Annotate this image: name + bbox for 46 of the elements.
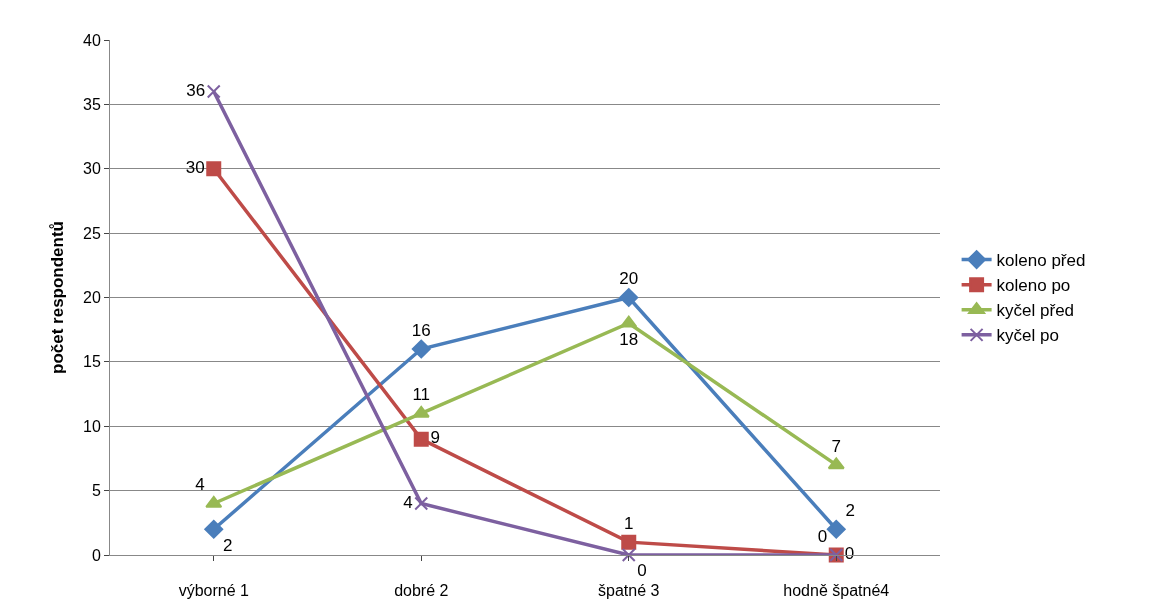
data-label: 16 (411, 320, 431, 340)
point (206, 84, 221, 99)
point (619, 288, 639, 307)
data-label: 30 (185, 158, 205, 177)
y-tick-label: 30 (83, 160, 101, 178)
data-label: 9 (430, 428, 440, 448)
legend-label: koleno po (996, 276, 1071, 296)
point (827, 457, 845, 470)
y-tick-label: 20 (83, 289, 101, 307)
legend-label: kyčel před (996, 301, 1075, 321)
point (413, 431, 429, 447)
point (826, 519, 846, 539)
legend-label: kyčel po (996, 326, 1059, 346)
point (621, 534, 637, 550)
data-label: 2 (222, 536, 233, 556)
y-tick-label: 40 (83, 31, 101, 49)
data-label: 36 (186, 80, 206, 100)
data-label: 18 (619, 330, 639, 350)
x-tick-label: špatné 3 (598, 582, 660, 600)
legend-label: koleno před (996, 251, 1086, 271)
y-axis-title: počet respondentů (47, 220, 67, 375)
data-label: 7 (831, 436, 841, 456)
data-label: 11 (412, 385, 431, 405)
point (620, 315, 638, 328)
point (411, 339, 431, 359)
point (412, 405, 430, 418)
data-label: 2 (845, 500, 855, 520)
data-label: 0 (637, 561, 647, 581)
y-tick-label: 15 (83, 353, 101, 371)
y-tick-label: 25 (83, 224, 101, 242)
point (414, 496, 429, 511)
x-tick-label: dobré 2 (394, 582, 449, 600)
data-label: 20 (619, 269, 639, 289)
data-label: 1 (624, 513, 634, 533)
x-tick-label: hodně špatné4 (783, 582, 890, 600)
point (621, 548, 636, 562)
point (204, 519, 224, 539)
data-label: 0 (817, 526, 828, 546)
y-tick-label: 0 (91, 546, 101, 564)
x-tick-label: výborné 1 (178, 582, 249, 600)
point (206, 161, 222, 177)
y-tick-label: 10 (83, 417, 101, 435)
y-tick-label: 5 (91, 482, 101, 500)
data-label: 4 (403, 492, 413, 512)
data-label: 4 (195, 475, 205, 495)
y-tick-label: 35 (83, 95, 101, 113)
